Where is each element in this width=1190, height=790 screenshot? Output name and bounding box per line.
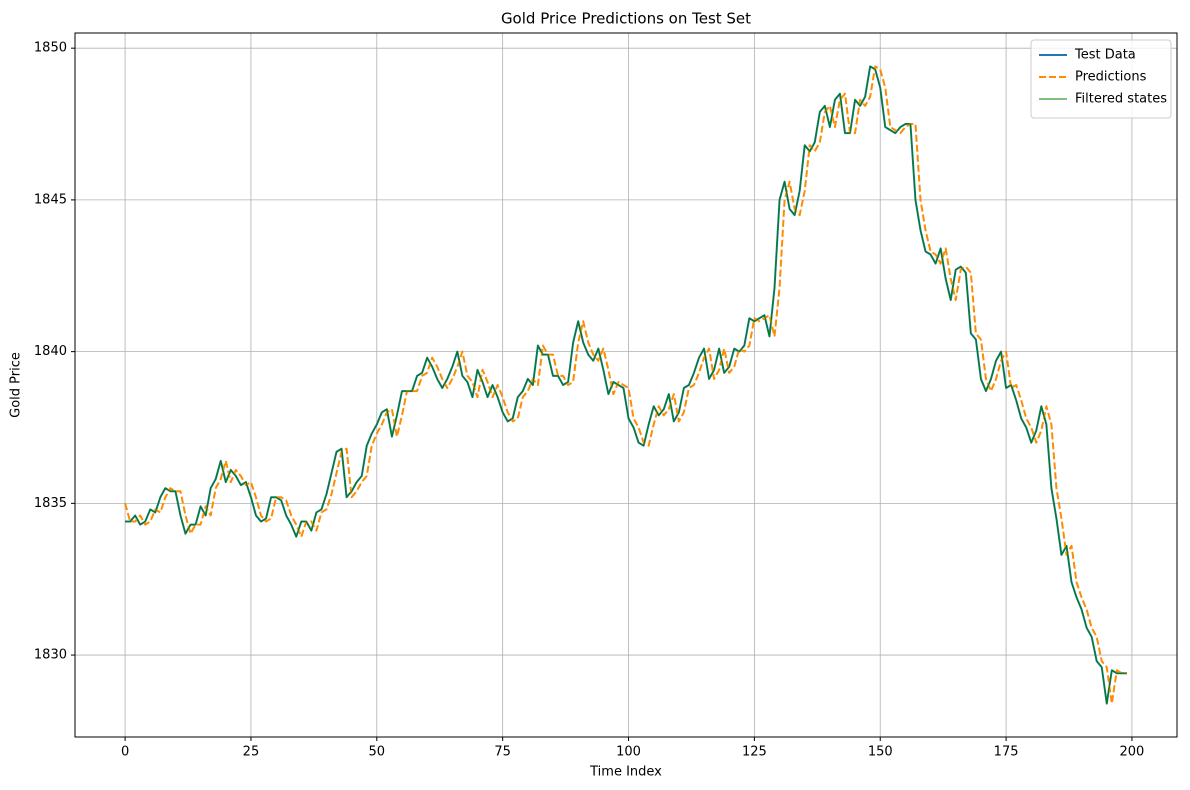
y-tick-label: 1850 [34, 41, 67, 56]
x-tick-label: 100 [616, 745, 641, 760]
y-tick-label: 1830 [34, 648, 67, 663]
x-tick-label: 75 [494, 745, 511, 760]
x-axis-label: Time Index [589, 765, 662, 780]
x-tick-label: 125 [742, 745, 767, 760]
y-axis-label: Gold Price [9, 352, 24, 418]
chart-title: Gold Price Predictions on Test Set [501, 10, 751, 28]
x-tick-label: 175 [994, 745, 1019, 760]
plot-frame [74, 32, 1178, 738]
legend: Test Data Predictions Filtered states [1030, 39, 1172, 119]
y-tick-label: 1840 [34, 344, 67, 359]
x-tick-label: 25 [243, 745, 260, 760]
series-line [125, 65, 1127, 705]
y-tick-label: 1845 [34, 192, 67, 207]
y-tick-label: 1835 [34, 496, 67, 511]
x-tick-label: 200 [1120, 745, 1145, 760]
x-tick-label: 0 [121, 745, 129, 760]
x-tick-label: 150 [868, 745, 893, 760]
plot-lines [124, 65, 1127, 705]
legend-label: Test Data [1074, 48, 1136, 63]
x-tick-label: 50 [369, 745, 386, 760]
legend-label: Predictions [1075, 70, 1147, 85]
series-line [124, 65, 1127, 705]
series-line [125, 65, 1127, 705]
legend-label: Filtered states [1075, 92, 1167, 107]
